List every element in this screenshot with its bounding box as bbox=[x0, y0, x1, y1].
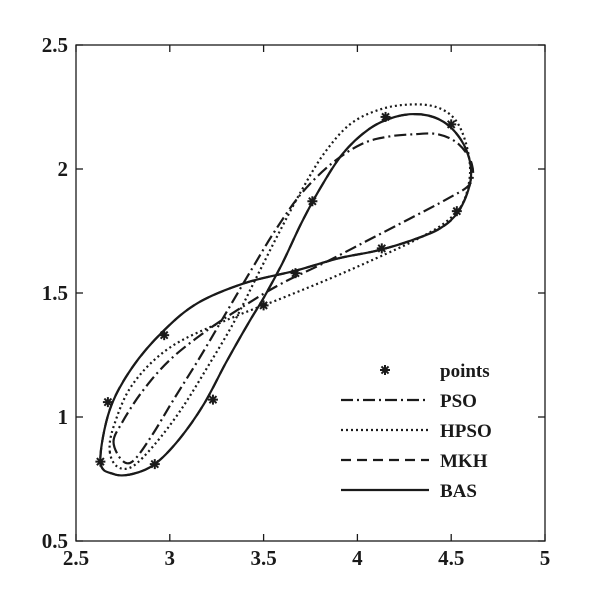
data-point bbox=[149, 459, 160, 470]
x-tick-label: 2.5 bbox=[63, 546, 89, 570]
legend-label-bas: BAS bbox=[440, 481, 477, 502]
asterisk-stroke bbox=[96, 457, 105, 466]
x-tick-label: 5 bbox=[540, 546, 551, 570]
axis-ticks bbox=[75, 44, 546, 542]
y-tick-label: 2.5 bbox=[42, 33, 68, 57]
asterisk-stroke bbox=[381, 112, 390, 122]
data-point bbox=[376, 243, 387, 254]
x-tick-label: 4 bbox=[352, 546, 363, 570]
plot-area bbox=[75, 44, 546, 542]
asterisk-stroke bbox=[452, 206, 462, 216]
legend-label-points: points bbox=[440, 361, 490, 382]
asterisk-stroke bbox=[103, 397, 113, 407]
y-tick-label: 1 bbox=[58, 405, 69, 429]
legend-marker-points bbox=[380, 365, 390, 375]
data-point bbox=[446, 119, 457, 130]
asterisk-stroke bbox=[308, 196, 317, 206]
legend-label-hpso: HPSO bbox=[440, 421, 492, 442]
x-tick-label: 3 bbox=[165, 546, 176, 570]
data-point bbox=[290, 268, 301, 279]
data-point bbox=[307, 196, 318, 207]
data-point bbox=[380, 111, 391, 122]
data-point bbox=[451, 206, 462, 217]
series-layer bbox=[99, 103, 475, 477]
legend-label-mkh: MKH bbox=[440, 451, 488, 472]
legend-label-pso: PSO bbox=[440, 391, 477, 412]
data-point bbox=[102, 397, 113, 408]
asterisk-stroke bbox=[446, 120, 456, 129]
y-tick-label: 2 bbox=[58, 157, 69, 181]
asterisk-stroke bbox=[150, 459, 160, 469]
data-point bbox=[95, 456, 106, 467]
series-line-bas bbox=[99, 113, 473, 477]
data-point bbox=[258, 300, 269, 311]
legend: points PSO HPSO MKH BAS bbox=[341, 361, 492, 502]
y-tick-label: 1.5 bbox=[42, 281, 68, 305]
asterisk-stroke bbox=[259, 301, 268, 310]
y-tick-label: 0.5 bbox=[42, 529, 68, 553]
data-point bbox=[207, 394, 218, 405]
series-line-pso bbox=[112, 132, 475, 465]
points-layer bbox=[95, 111, 462, 470]
asterisk-stroke bbox=[159, 330, 169, 340]
x-tick-label: 4.5 bbox=[438, 546, 464, 570]
asterisk-stroke bbox=[377, 244, 387, 253]
asterisk-stroke bbox=[380, 365, 390, 375]
x-tick-label: 3.5 bbox=[250, 546, 276, 570]
series-line-hpso bbox=[108, 103, 472, 471]
asterisk-stroke bbox=[208, 395, 218, 404]
asterisk-stroke bbox=[291, 268, 300, 278]
axis-tick-labels: 2.5 3 3.5 4 4.5 5 0.5 1 1.5 2 2.5 bbox=[42, 33, 551, 570]
data-point bbox=[159, 330, 170, 341]
